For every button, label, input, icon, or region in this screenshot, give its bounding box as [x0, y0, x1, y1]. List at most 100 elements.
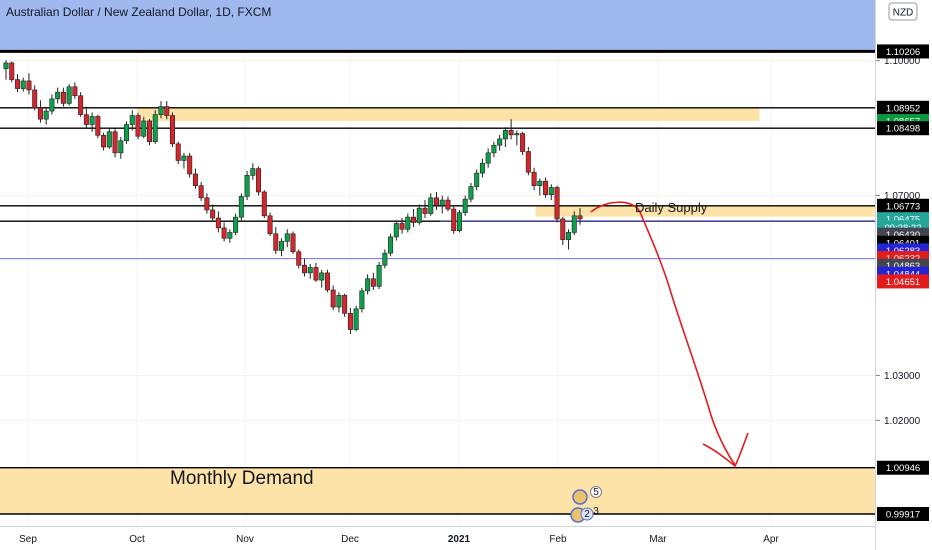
price-tag-0	[877, 44, 929, 59]
candle-body-30	[175, 143, 181, 161]
x-tick-label-4: 2021	[448, 534, 471, 545]
candle-body-29	[169, 115, 175, 145]
candle-body-25	[147, 120, 153, 142]
candle-body-77	[445, 199, 451, 210]
candle-body-41	[238, 196, 244, 218]
candle-body-2	[14, 79, 20, 89]
candle-body-11	[66, 86, 72, 104]
candle-body-93	[537, 180, 543, 186]
arrow-head	[702, 432, 749, 468]
candle-body-94	[543, 180, 549, 195]
candle-body-34	[198, 185, 204, 199]
earnings-event-icon[interactable]	[572, 489, 588, 505]
currency-badge[interactable]: NZD	[888, 2, 918, 21]
candle-body-95	[548, 187, 554, 195]
candle-body-3	[20, 80, 26, 89]
candle-body-81	[468, 186, 474, 200]
candle-body-56	[324, 272, 330, 291]
candle-body-59	[342, 295, 348, 314]
price-tag-label-16: 0.99917	[886, 509, 920, 520]
candle-body-38	[221, 227, 227, 239]
candle-body-46	[267, 215, 273, 235]
candle-body-20	[118, 140, 124, 154]
monthly-demand-label: Monthly Demand	[170, 468, 314, 489]
price-tag-label-4: 1.08498	[886, 124, 920, 135]
candle-body-28	[164, 106, 170, 116]
zones-layer	[0, 0, 875, 514]
price-tag-15	[877, 460, 929, 475]
candle-body-19	[112, 131, 118, 154]
x-tick-label-7: Apr	[763, 534, 779, 545]
currency-label: NZD	[893, 8, 914, 19]
x-tick-label-6: Mar	[649, 534, 667, 545]
candle-body-52	[301, 264, 307, 274]
price-tag-14	[877, 274, 929, 289]
candle-body-97	[560, 218, 566, 240]
candle-body-22	[129, 115, 135, 125]
candle-body-27	[158, 106, 164, 115]
candle-body-47	[273, 233, 279, 251]
candle-body-58	[336, 295, 342, 308]
candle-body-73	[422, 207, 428, 214]
candle-body-10	[60, 91, 66, 104]
price-tag-label-5: 1.06773	[886, 201, 920, 212]
candle-body-68	[393, 223, 399, 238]
candle-body-69	[399, 223, 405, 230]
candle-body-64	[370, 278, 376, 287]
candle-body-65	[376, 264, 382, 287]
price-tag-label-8: 1.06430	[886, 230, 920, 241]
y-tick-label-0: 1.10000	[884, 56, 921, 67]
candle-body-39	[227, 232, 233, 239]
zone-1	[137, 107, 760, 121]
candle-body-35	[204, 197, 210, 211]
candle-body-85	[491, 144, 497, 154]
zone-2	[535, 205, 875, 217]
candle-body-57	[330, 289, 336, 308]
event-badges[interactable]: 5 2 3	[570, 486, 602, 523]
candle-body-79	[456, 212, 462, 231]
price-tag-1	[877, 100, 929, 115]
candle-body-14	[83, 114, 89, 125]
price-tag-label-1: 1.08952	[886, 103, 920, 114]
candle-body-61	[353, 308, 359, 330]
candle-body-16	[95, 116, 101, 136]
candle-body-48	[279, 241, 285, 251]
x-tick-label-2: Nov	[236, 534, 254, 545]
candle-body-83	[479, 162, 485, 174]
candle-body-76	[439, 199, 445, 206]
price-tag-4	[877, 121, 929, 136]
candle-body-86	[497, 138, 503, 146]
candle-body-44	[256, 168, 262, 193]
candle-body-54	[313, 267, 319, 281]
candle-body-88	[508, 130, 514, 136]
candle-body-15	[89, 116, 95, 125]
candles-layer	[3, 60, 583, 335]
candle-body-92	[531, 171, 537, 186]
candle-body-55	[319, 272, 325, 281]
event-count-2: 2	[584, 509, 590, 520]
candle-body-18	[106, 131, 112, 148]
x-tick-label-5: Feb	[549, 534, 567, 545]
candle-body-49	[284, 233, 290, 242]
y-tick-label-3: 1.02000	[884, 416, 921, 427]
candle-body-98	[566, 232, 572, 240]
candle-body-31	[181, 155, 187, 161]
event-count-5: 5	[593, 487, 599, 498]
zone-3	[0, 467, 875, 514]
candle-body-89	[514, 133, 520, 136]
candle-body-100	[577, 215, 583, 220]
candle-body-96	[554, 187, 560, 220]
price-tag-label-15: 1.00946	[886, 463, 920, 474]
candle-body-7	[43, 110, 49, 120]
price-tag-16	[877, 506, 929, 521]
candle-body-9	[55, 91, 61, 100]
event-count-bubble-2	[580, 507, 594, 521]
price-tag-label-6: 1.06475	[886, 215, 920, 226]
candle-body-45	[261, 191, 267, 217]
candle-body-5	[32, 89, 38, 109]
candle-body-4	[26, 80, 32, 91]
x-tick-label-0: Sep	[19, 534, 37, 545]
candle-body-60	[347, 313, 353, 330]
candle-body-67	[388, 236, 394, 254]
